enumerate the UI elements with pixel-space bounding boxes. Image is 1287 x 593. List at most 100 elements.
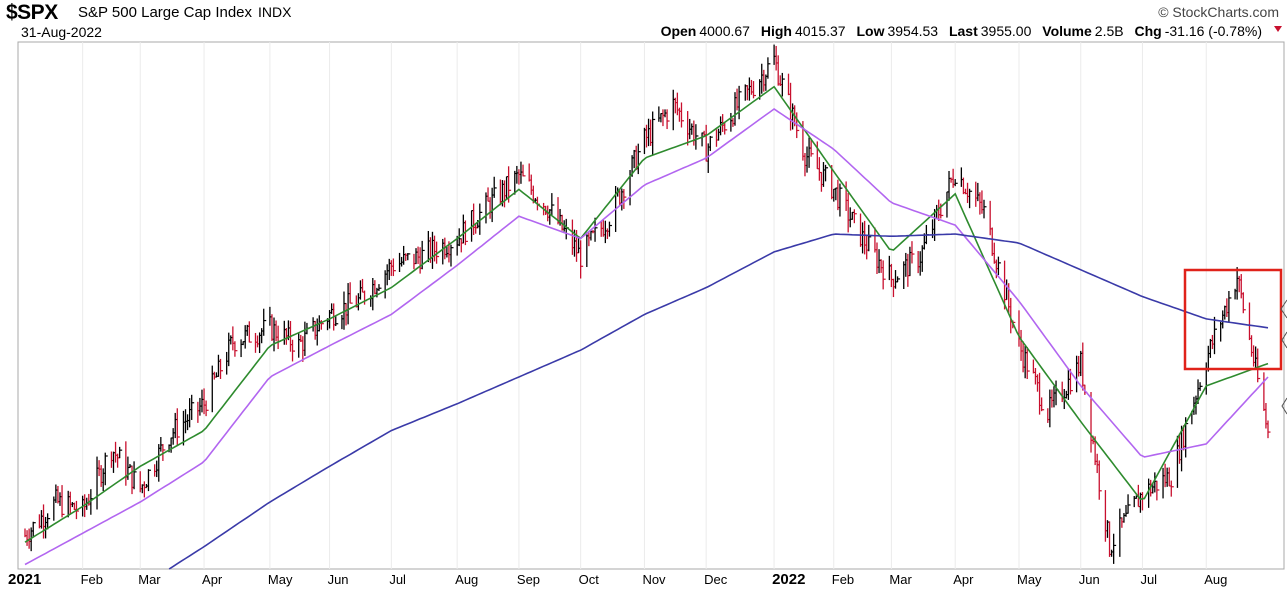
stat-low-value: 3954.53 (887, 23, 939, 39)
stat-chg-label: Chg (1134, 23, 1162, 39)
x-tick-label: May (268, 572, 293, 587)
price-bar (335, 316, 339, 327)
price-bar (997, 256, 1001, 276)
x-tick-label: Apr (953, 572, 974, 587)
stat-volume-value: 2.5B (1094, 23, 1124, 39)
price-bar (853, 209, 857, 224)
x-tick-label: Jul (389, 572, 406, 587)
chart-date: 31-Aug-2022 (21, 24, 102, 40)
price-bar (1213, 316, 1217, 355)
price-bars (24, 44, 1271, 564)
stat-last-value: 3955.00 (980, 23, 1032, 39)
price-bar (752, 81, 757, 99)
price-bar (680, 102, 684, 128)
exchange-label: INDX (258, 4, 292, 20)
x-tick-label: May (1017, 572, 1042, 587)
x-tick-label: Mar (889, 572, 912, 587)
price-bar (954, 179, 958, 187)
brand-logo[interactable]: © StockCharts.com (1158, 4, 1279, 20)
price-bar (824, 164, 829, 182)
price-bar (1170, 480, 1174, 497)
x-axis-labels: 2021 Feb Mar Apr May Jun Jul Aug Sep Oct Nov Dec 202… (8, 571, 1227, 588)
price-bar (248, 321, 252, 343)
x-tick-label: Aug (1204, 572, 1227, 587)
price-bar (234, 341, 238, 357)
index-name: S&P 500 Large Cap Index INDX (78, 4, 291, 21)
x-tick-label: Oct (579, 572, 600, 587)
price-bar (291, 339, 296, 362)
price-bar (1127, 494, 1131, 514)
price-bar (1113, 533, 1117, 564)
price-bar (839, 183, 843, 217)
price-bar (1199, 382, 1203, 391)
price-bar (435, 241, 440, 264)
price-bar (263, 308, 267, 336)
price-bar (896, 276, 901, 282)
x-tick-label: Apr (202, 572, 223, 587)
price-bar (767, 57, 771, 79)
ma-mid-line (24, 108, 1269, 566)
price-bar (652, 111, 656, 155)
price-bar (608, 221, 612, 237)
price-bar (911, 241, 915, 264)
ticker-symbol: $SPX (6, 1, 58, 24)
price-bar (724, 122, 728, 135)
price-bar (1156, 481, 1160, 501)
price-bar (407, 253, 411, 261)
price-bar (709, 135, 713, 152)
x-tick-label: Jun (1079, 572, 1100, 587)
price-bar (320, 320, 324, 330)
price-bar (1040, 397, 1045, 412)
x-tick-label: Feb (81, 572, 103, 587)
ma-long-line (168, 233, 1269, 570)
x-tick-label: Mar (138, 572, 161, 587)
price-bar (392, 258, 396, 277)
price-bar (479, 203, 483, 235)
price-bar (738, 85, 742, 120)
x-tick-label: Aug (455, 572, 478, 587)
stat-high-label: High (760, 23, 792, 39)
price-bar (968, 188, 973, 209)
price-bar (450, 244, 454, 267)
price-bar (666, 109, 670, 130)
price-bar (1257, 348, 1261, 383)
price-bar (493, 176, 497, 198)
price-bar (1069, 368, 1073, 395)
x-tick-label: 2021 (8, 571, 41, 588)
stat-open-value: 4000.67 (699, 23, 750, 39)
ohlc-stats: Open 4000.67 High 4015.37 Low 3954.53 Last 3… (661, 23, 1269, 39)
stat-chg-value: -31.16 (-0.78%) (1164, 23, 1262, 39)
stat-low-label: Low (856, 23, 885, 39)
price-bar (162, 444, 166, 461)
price-bar (1026, 346, 1030, 380)
right-edge-marker-icon-2 (1281, 331, 1287, 349)
change-down-arrow-icon (1274, 26, 1282, 32)
price-bar (882, 260, 886, 290)
price-bar (349, 282, 353, 304)
price-bar (378, 284, 382, 291)
index-title: S&P 500 Large Cap Index (78, 4, 253, 21)
price-bar (104, 452, 108, 486)
brand-name: StockCharts.com (1172, 4, 1279, 20)
price-bar (205, 400, 209, 417)
price-bar (119, 446, 123, 459)
price-bar (219, 358, 224, 379)
x-tick-label: Sep (517, 572, 540, 587)
price-bar (623, 189, 627, 209)
price-bar (1228, 290, 1232, 323)
price-bar (579, 240, 584, 279)
price-bar (796, 112, 800, 139)
price-bar (868, 224, 872, 252)
right-edge-marker-icon (1280, 299, 1287, 319)
ma-short-line (24, 85, 1269, 543)
highlight-box (1183, 268, 1283, 371)
chart-header: $SPX S&P 500 Large Cap Index INDX 31-Aug-… (0, 0, 1287, 42)
price-bar (1098, 460, 1102, 500)
price-bar (191, 394, 195, 420)
price-bar (522, 164, 526, 177)
x-tick-label: Jun (328, 572, 349, 587)
x-tick-label: Feb (832, 572, 854, 587)
stat-open-label: Open (660, 23, 697, 39)
x-tick-label: 2022 (772, 571, 805, 588)
